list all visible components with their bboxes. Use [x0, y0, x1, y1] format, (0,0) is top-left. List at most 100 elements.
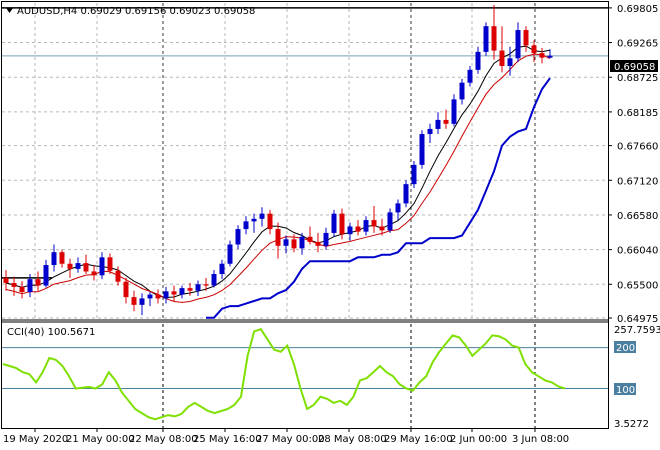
- candle-body: [131, 297, 137, 305]
- price-tick-label: 0.68725: [617, 73, 658, 84]
- candle-body: [363, 220, 369, 232]
- time-tick-label: 27 May 00:00: [256, 434, 325, 445]
- candle-body: [75, 263, 81, 269]
- candle-body: [467, 69, 473, 83]
- candle-body: [419, 134, 425, 165]
- candlesticks: [3, 5, 553, 316]
- candle-body: [91, 271, 97, 276]
- symbol-header: AUDUSD,H4 0.69029 0.69156 0.69023 0.6905…: [17, 6, 255, 17]
- price-tick-label: 0.64975: [617, 314, 658, 325]
- support-step-line: [206, 77, 551, 319]
- cci-line: [2, 328, 566, 421]
- price-tick-label: 0.66040: [617, 246, 658, 257]
- price-tick-label: 0.66580: [617, 211, 658, 222]
- candle-body: [251, 218, 257, 222]
- candle-body: [219, 263, 225, 275]
- time-tick-label: 29 May 16:00: [384, 434, 453, 445]
- time-tick-label: 28 May 08:00: [318, 434, 387, 445]
- candle-body: [107, 257, 113, 271]
- candle-body: [139, 298, 145, 305]
- candle-body: [491, 26, 497, 51]
- cci-scale-max: 257.7593: [614, 325, 660, 336]
- candle-body: [227, 244, 233, 264]
- candle-body: [331, 213, 337, 233]
- candle-body: [355, 226, 361, 232]
- candle-body: [195, 284, 201, 291]
- candle-body: [307, 236, 313, 242]
- candle-body: [435, 119, 441, 129]
- candle-body: [163, 291, 169, 299]
- time-tick-label: 25 May 16:00: [193, 434, 262, 445]
- candle-body: [475, 51, 481, 70]
- price-tick-label: 0.67660: [617, 142, 658, 153]
- candle-body: [99, 257, 105, 276]
- cci-path: [2, 328, 566, 421]
- candle-body: [427, 128, 433, 135]
- candle-body: [243, 221, 249, 230]
- cci-title: CCI(40) 100.5671: [7, 327, 95, 338]
- candle-body: [211, 274, 217, 286]
- candle-body: [35, 279, 41, 286]
- candle-body: [531, 45, 537, 54]
- price-tick-label: 0.69805: [617, 4, 658, 15]
- candle-body: [275, 229, 281, 246]
- candle-body: [43, 265, 49, 286]
- candle-body: [523, 30, 529, 46]
- candle-body: [499, 50, 505, 66]
- candle-body: [187, 288, 193, 291]
- time-tick-label: 19 May 2020: [3, 434, 68, 445]
- candle-body: [259, 213, 265, 219]
- candle-body: [379, 226, 385, 231]
- price-tick-label: 0.67120: [617, 176, 658, 187]
- cci-level-100-tag: [614, 383, 636, 395]
- candle-body: [515, 30, 521, 59]
- candle-body: [235, 229, 241, 245]
- time-tick-label: 2 Jun 00:00: [450, 434, 507, 445]
- candle-body: [3, 277, 9, 284]
- candle-body: [443, 119, 449, 124]
- candle-body: [459, 82, 465, 100]
- candle-body: [315, 241, 321, 246]
- candle-body: [179, 288, 185, 295]
- candle-body: [51, 252, 57, 266]
- current-price-label: 0.69058: [614, 62, 655, 73]
- price-tick-label: 0.69265: [617, 39, 658, 50]
- candle-body: [539, 53, 545, 58]
- time-tick-label: 22 May 08:00: [129, 434, 198, 445]
- candle-body: [291, 239, 297, 249]
- candle-body: [171, 291, 177, 295]
- price-axis: 0.69805 0.69265 0.68725 0.68185 0.67660 0.671…: [608, 4, 658, 325]
- time-tick-label: 3 Jun 08:00: [512, 434, 569, 445]
- candle-body: [67, 263, 73, 269]
- time-tick-label: 21 May 00:00: [66, 434, 135, 445]
- candle-body: [323, 232, 329, 246]
- candle-body: [299, 236, 305, 249]
- cci-level-100-label: 100: [616, 385, 635, 396]
- candle-body: [411, 164, 417, 185]
- candle-body: [339, 213, 345, 235]
- candle-body: [155, 294, 161, 299]
- price-tick-label: 0.68185: [617, 108, 658, 119]
- candle-body: [403, 184, 409, 204]
- candle-body: [395, 203, 401, 213]
- candle-body: [547, 55, 553, 58]
- candle-body: [347, 226, 353, 235]
- current-price-tag: [610, 60, 658, 72]
- candle-body: [507, 58, 513, 66]
- cci-level-200-tag: [614, 341, 636, 353]
- price-tick-label: 0.65500: [617, 280, 658, 291]
- candle-body: [283, 239, 289, 246]
- candle-body: [19, 286, 25, 292]
- candle-body: [203, 284, 209, 286]
- candle-body: [59, 252, 65, 264]
- candle-body: [115, 270, 121, 282]
- triangle-down-icon[interactable]: [6, 8, 13, 13]
- candle-body: [387, 212, 393, 231]
- candle-body: [483, 26, 489, 52]
- candle-body: [267, 213, 273, 230]
- candle-body: [147, 294, 153, 299]
- candle-body: [83, 263, 89, 272]
- candle-body: [11, 283, 17, 287]
